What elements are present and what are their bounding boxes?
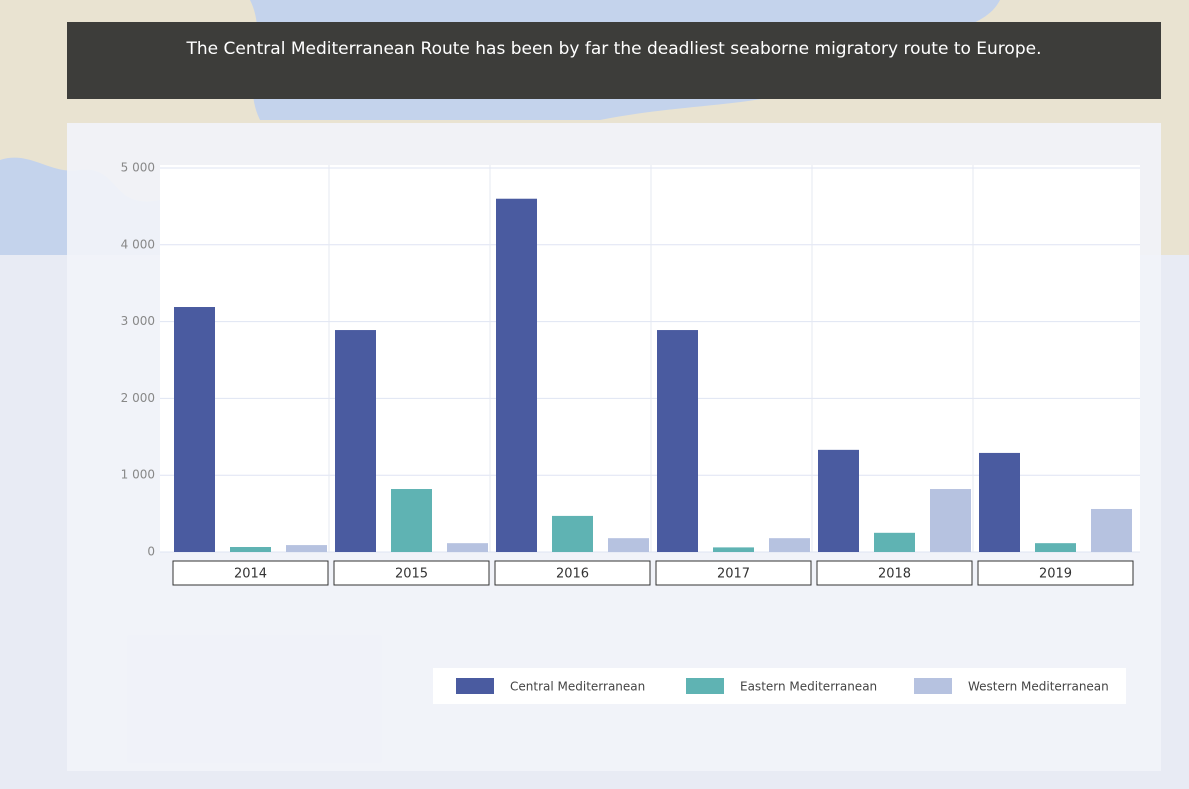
x-tick-label: 2014 <box>234 567 267 582</box>
bar <box>1091 508 1132 552</box>
bar <box>874 532 915 552</box>
legend-swatch <box>686 678 724 694</box>
bar <box>713 547 754 552</box>
x-tick-label: 2019 <box>1039 567 1072 582</box>
x-tick-label: 2018 <box>878 567 911 582</box>
category-box <box>494 560 651 586</box>
x-tick-label: 2017 <box>717 567 750 582</box>
bar <box>447 543 488 552</box>
bar <box>230 547 271 552</box>
plot-area <box>160 165 1140 552</box>
category-box <box>655 560 812 586</box>
y-tick-label: 5 000 <box>121 161 155 175</box>
bar <box>769 538 810 552</box>
x-tick-label: 2016 <box>556 567 589 582</box>
category-box <box>816 560 973 586</box>
category-box <box>333 560 490 586</box>
bar <box>930 489 971 552</box>
bar <box>496 198 537 552</box>
bar <box>818 449 859 552</box>
y-tick-label: 4 000 <box>121 237 155 251</box>
x-tick-label: 2015 <box>395 567 428 582</box>
legend-swatch <box>456 678 494 694</box>
bar <box>979 452 1020 552</box>
legend-swatch <box>914 678 952 694</box>
bar <box>1035 543 1076 552</box>
bar <box>174 307 215 552</box>
title-bar <box>67 22 1161 99</box>
category-box <box>172 560 329 586</box>
y-tick-label: 2 000 <box>121 391 155 405</box>
y-tick-label: 3 000 <box>121 314 155 328</box>
bar <box>552 515 593 552</box>
legend <box>433 668 1126 704</box>
category-box <box>977 560 1134 586</box>
y-tick-label: 0 <box>147 545 155 559</box>
bar <box>286 545 327 552</box>
legend-label: Eastern Mediterranean <box>740 680 877 694</box>
bar <box>391 489 432 552</box>
bar <box>335 330 376 552</box>
legend-label: Western Mediterranean <box>968 680 1109 694</box>
y-tick-label: 1 000 <box>121 468 155 482</box>
bar <box>608 538 649 552</box>
chart-title: The Central Mediterranean Route has been… <box>186 39 1042 59</box>
bar <box>657 330 698 552</box>
legend-label: Central Mediterranean <box>510 680 645 694</box>
